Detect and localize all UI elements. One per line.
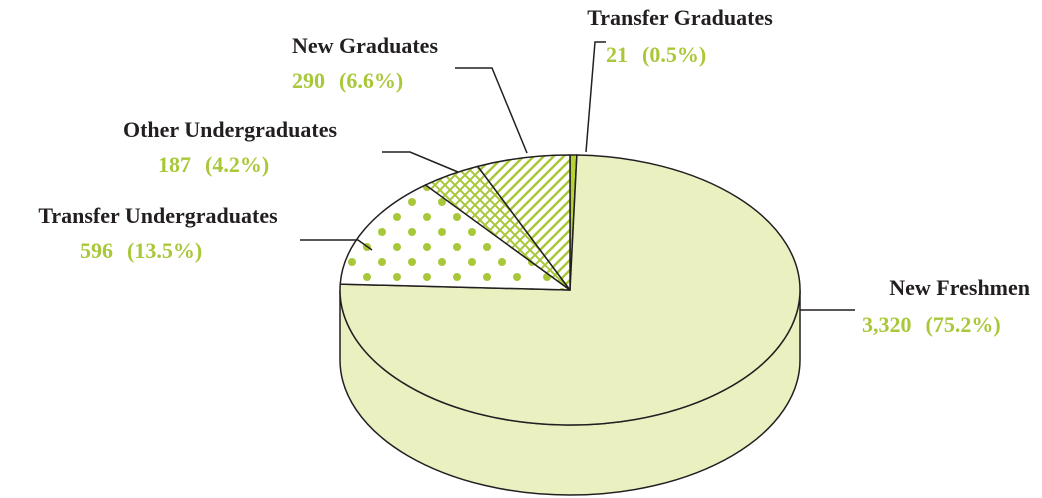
percentage-label: (13.5%) <box>127 238 202 263</box>
slice-name: New Freshmen <box>889 275 1030 300</box>
value-label: 596 <box>80 238 113 263</box>
leader-line <box>455 67 528 154</box>
pie-slice <box>476 154 571 291</box>
percentage-label: (0.5%) <box>642 42 706 67</box>
slice-name: Other Undergraduates <box>123 117 338 142</box>
slice-name: New Graduates <box>292 33 438 58</box>
value-label: 290 <box>292 68 325 93</box>
slice-name: Transfer Graduates <box>587 5 773 30</box>
leader-line <box>300 239 373 251</box>
slice-name: Transfer Undergraduates <box>38 203 278 228</box>
value-label: 3,320 <box>862 312 912 337</box>
leader-line <box>585 41 606 153</box>
percentage-label: (4.2%) <box>205 152 269 177</box>
value-label: 187 <box>158 152 191 177</box>
pie-slice <box>339 184 571 291</box>
percentage-label: (75.2%) <box>926 312 1001 337</box>
value-label: 21 <box>606 42 628 67</box>
percentage-label: (6.6%) <box>339 68 403 93</box>
leader-line <box>382 151 459 173</box>
